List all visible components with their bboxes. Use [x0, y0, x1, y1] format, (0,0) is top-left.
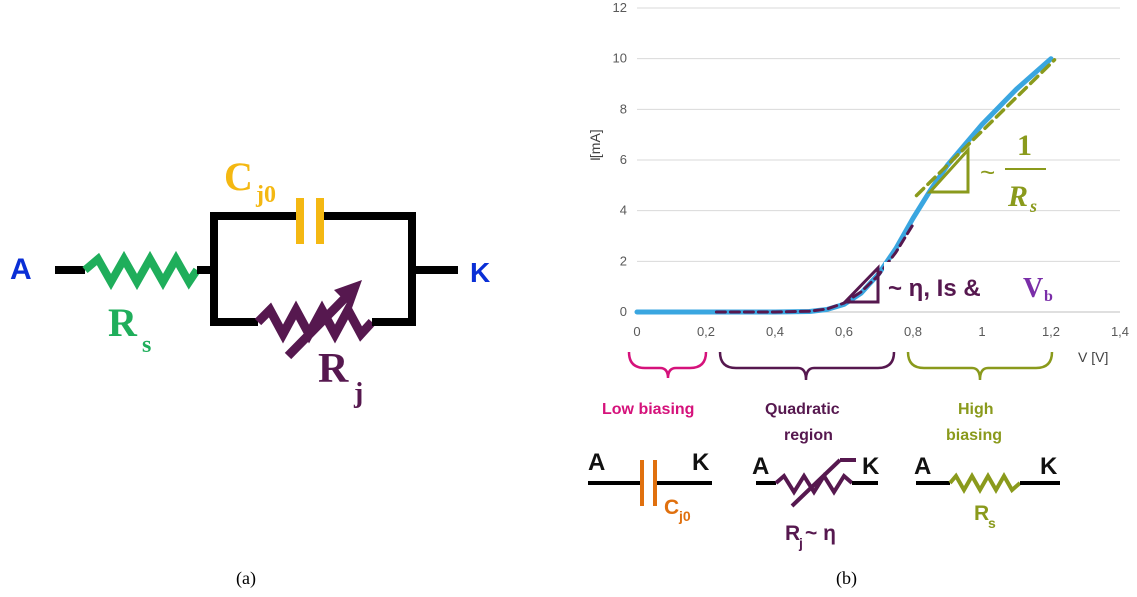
slope-triangle-rs	[926, 146, 970, 194]
y-axis-label: I [mA]	[587, 129, 603, 162]
quad-annotation-v-sub: b	[1044, 288, 1053, 305]
panel-b-caption: (b)	[836, 568, 857, 589]
region-quad-label-2: region	[784, 427, 833, 444]
y-tick-label: 4	[620, 203, 627, 218]
small-high-resistor	[948, 471, 1022, 495]
small-high-a: A	[914, 453, 931, 480]
x-tick-labels: 0 0,2 0,4 0,6 0,8 1 1,2 1,4	[633, 324, 1129, 339]
panel-a-circuit: A K C j0 R s R j (a)	[10, 154, 490, 589]
rs-resistor	[82, 250, 201, 291]
small-quad-k: K	[862, 453, 880, 480]
quadratic-fit-curve	[714, 223, 915, 314]
x-tick-label: 1,2	[1042, 324, 1060, 339]
rs-sub-label: s	[142, 332, 151, 358]
x-tick-label: 1	[978, 324, 985, 339]
quad-annotation-v: V	[1023, 273, 1043, 304]
x-axis-label: V [V]	[1078, 349, 1108, 365]
rj-variable-arrow	[284, 294, 349, 360]
x-tick-label: 0,2	[697, 324, 715, 339]
x-tick-label: 0	[633, 324, 640, 339]
small-quad-rj-tail: ~ η	[805, 522, 836, 545]
cap-label: C	[224, 154, 253, 199]
small-circuit-low: A K C j0	[588, 449, 712, 524]
small-low-cap: C	[664, 496, 679, 519]
y-tick-label: 10	[613, 51, 627, 66]
cap-sub-label: j0	[255, 182, 276, 208]
quad-annotation-bg	[884, 262, 1066, 306]
small-low-k: K	[692, 449, 710, 476]
rs-label: R	[108, 300, 138, 345]
small-high-rs: R	[974, 502, 989, 525]
small-quad-rj: R	[785, 522, 800, 545]
small-quad-arrow	[790, 458, 842, 508]
small-quad-a: A	[752, 453, 769, 480]
small-circuit-quad: A K R j ~ η	[752, 453, 880, 551]
y-tick-label: 2	[620, 253, 627, 268]
rj-label: R	[318, 346, 349, 392]
small-high-k: K	[1040, 453, 1058, 480]
small-circuit-high: A K R s	[914, 453, 1060, 531]
y-tick-label: 0	[620, 304, 627, 319]
brace-high-biasing	[906, 351, 1054, 381]
y-tick-label: 12	[613, 0, 627, 15]
rj-sub-label: j	[353, 378, 363, 409]
terminal-k-label: K	[470, 257, 490, 288]
linear-fit-line	[914, 58, 1057, 198]
slope-denominator: R	[1007, 180, 1028, 213]
chart-gridlines	[637, 7, 1120, 262]
rj-arrow-head-icon	[334, 280, 362, 308]
small-low-cap-sub: j0	[678, 508, 691, 524]
slope-prefix: ~	[980, 157, 995, 187]
small-quad-rj-sub: j	[798, 535, 803, 551]
y-tick-labels: 0 2 4 6 8 10 12	[613, 0, 627, 319]
small-quad-resistor	[774, 472, 854, 496]
y-tick-label: 8	[620, 101, 627, 116]
small-low-a: A	[588, 449, 605, 476]
x-tick-label: 0,4	[766, 324, 784, 339]
y-tick-label: 6	[620, 152, 627, 167]
x-tick-label: 1,4	[1111, 324, 1129, 339]
panel-b-chart: 0 2 4 6 8 10 12 0 0,2 0,4 0,6 0,8 1 1,2 1,4 I [mA] V …	[587, 0, 1129, 589]
slope-numerator: 1	[1017, 129, 1032, 162]
terminal-a-label: A	[10, 253, 32, 286]
slope-denominator-sub: s	[1029, 196, 1037, 216]
region-high-label-1: High	[958, 401, 994, 418]
brace-quadratic	[718, 351, 896, 381]
slope-triangle-quad	[841, 264, 880, 304]
panel-a-caption: (a)	[236, 568, 256, 589]
x-tick-label: 0,6	[835, 324, 853, 339]
quad-annotation: ~ η, Is &	[888, 275, 981, 302]
small-high-rs-sub: s	[988, 515, 996, 531]
brace-low-biasing	[627, 351, 708, 379]
region-quad-label-1: Quadratic	[765, 401, 840, 418]
x-tick-label: 0,8	[904, 324, 922, 339]
region-low-label: Low biasing	[602, 401, 694, 418]
region-high-label-2: biasing	[946, 427, 1002, 444]
